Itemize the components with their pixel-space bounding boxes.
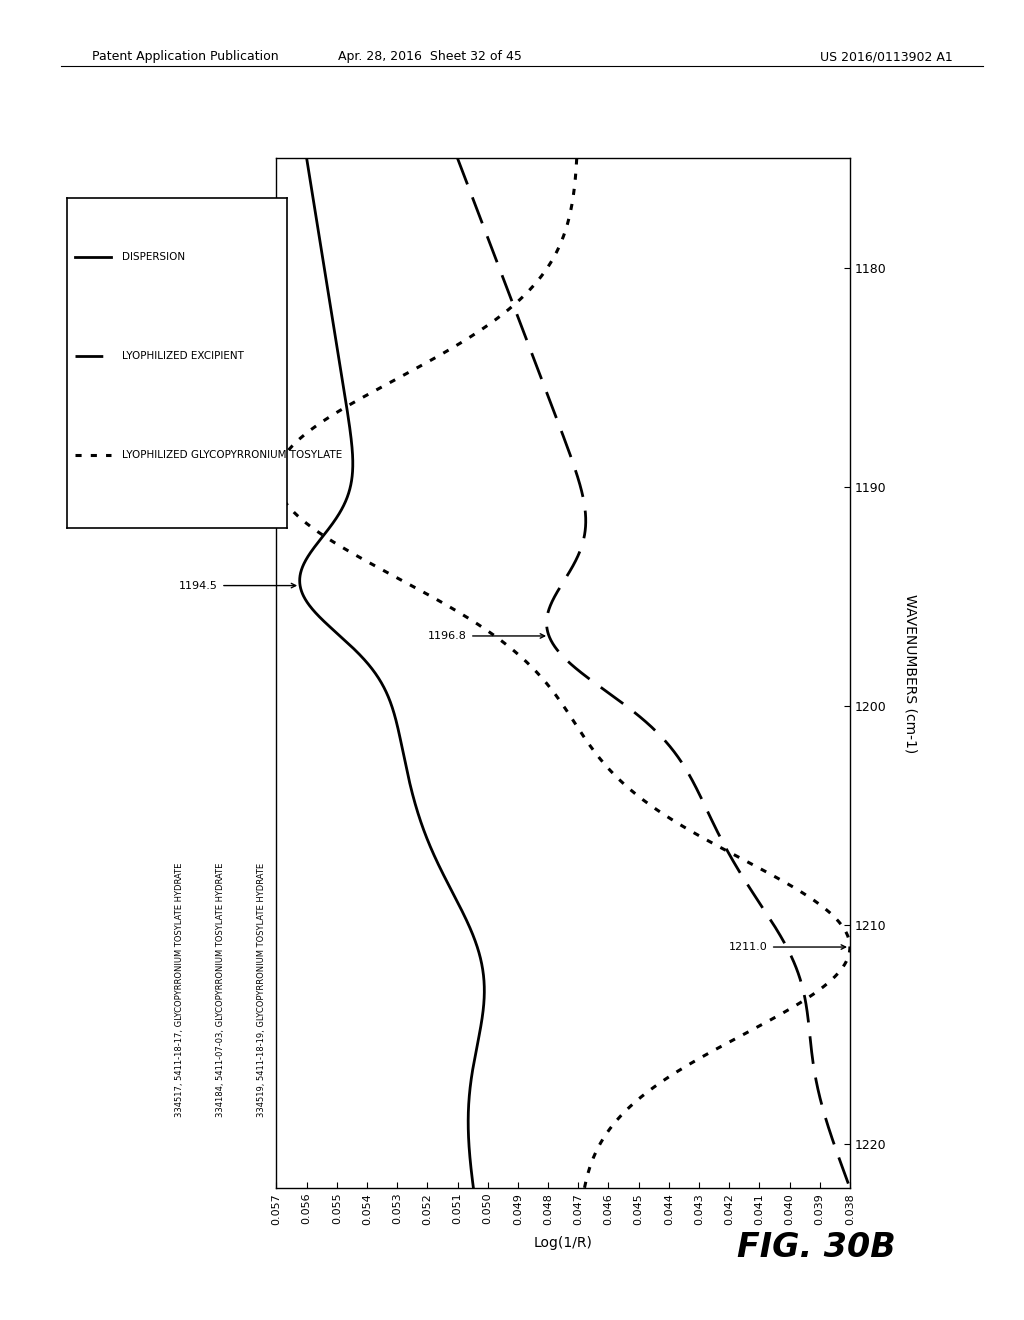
Text: Apr. 28, 2016  Sheet 32 of 45: Apr. 28, 2016 Sheet 32 of 45: [338, 50, 522, 63]
Text: DISPERSION: DISPERSION: [122, 252, 184, 263]
Text: 1194.5: 1194.5: [179, 581, 296, 590]
Text: 334517, 5411-18-17, GLYCOPYRRONIUM TOSYLATE HYDRATE: 334517, 5411-18-17, GLYCOPYRRONIUM TOSYL…: [175, 863, 183, 1117]
Y-axis label: WAVENUMBERS (cm-1): WAVENUMBERS (cm-1): [903, 594, 918, 752]
Text: LYOPHILIZED EXCIPIENT: LYOPHILIZED EXCIPIENT: [122, 351, 244, 362]
Text: 1189.6: 1189.6: [156, 474, 272, 483]
Text: FIG. 30B: FIG. 30B: [737, 1230, 896, 1265]
Text: Patent Application Publication: Patent Application Publication: [92, 50, 279, 63]
Text: LYOPHILIZED GLYCOPYRRONIUM TOSYLATE: LYOPHILIZED GLYCOPYRRONIUM TOSYLATE: [122, 450, 342, 461]
Text: US 2016/0113902 A1: US 2016/0113902 A1: [819, 50, 952, 63]
Text: 1196.8: 1196.8: [428, 631, 545, 642]
X-axis label: Log(1/R): Log(1/R): [534, 1236, 593, 1250]
Text: 334519, 5411-18-19, GLYCOPYRRONIUM TOSYLATE HYDRATE: 334519, 5411-18-19, GLYCOPYRRONIUM TOSYL…: [257, 863, 265, 1117]
Text: 334184, 5411-07-03, GLYCOPYRRONIUM TOSYLATE HYDRATE: 334184, 5411-07-03, GLYCOPYRRONIUM TOSYL…: [216, 863, 224, 1117]
Text: 1211.0: 1211.0: [729, 942, 846, 952]
